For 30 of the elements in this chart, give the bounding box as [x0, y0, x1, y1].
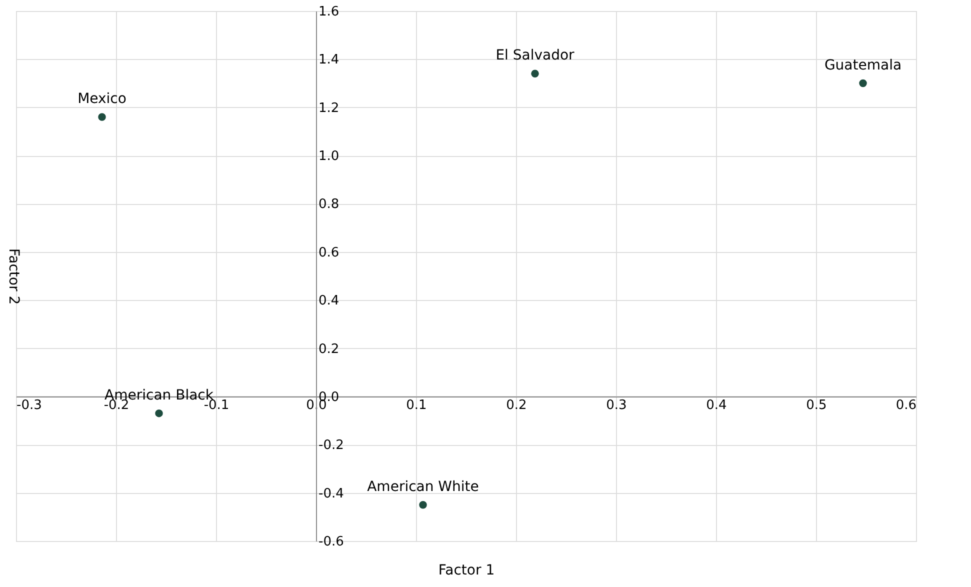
annotation: American White	[367, 478, 479, 495]
y-tick-label: 0.2	[318, 342, 340, 357]
y-tick-label: -0.4	[318, 486, 344, 502]
x-axis-title: Factor 1	[438, 562, 495, 578]
point	[98, 113, 106, 121]
x-tick-label: 0.3	[606, 398, 627, 413]
y-axis-title: Factor 2	[6, 248, 22, 305]
point	[531, 70, 539, 78]
x-tick-label: 0.5	[806, 398, 827, 413]
y-tick-label: 1.0	[318, 149, 340, 164]
y-tick-label: 0.8	[318, 197, 340, 212]
point	[419, 501, 427, 509]
annotation: Mexico	[78, 91, 126, 107]
y-tick-label: -0.2	[318, 438, 344, 454]
x-tick-label: 0.6	[896, 398, 916, 413]
annotation: El Salvador	[496, 48, 575, 64]
x-tick-label: 0.0	[306, 398, 327, 413]
x-tick-label: 0.2	[506, 398, 527, 413]
y-tick-label: 1.6	[318, 4, 340, 20]
y-tick-label: -0.6	[318, 534, 344, 550]
point	[859, 79, 867, 88]
x-tick-label: 0.1	[406, 398, 427, 413]
annotation: Guatemala	[824, 57, 902, 74]
y-tick-label: 1.4	[318, 52, 340, 68]
x-tick-label: -0.3	[16, 398, 42, 413]
y-tick-label: 1.2	[318, 100, 340, 116]
y-tick-label: 0.4	[318, 294, 340, 309]
point	[155, 409, 163, 418]
x-tick-label: 0.4	[706, 398, 727, 413]
y-tick-label: 0.6	[318, 245, 340, 260]
